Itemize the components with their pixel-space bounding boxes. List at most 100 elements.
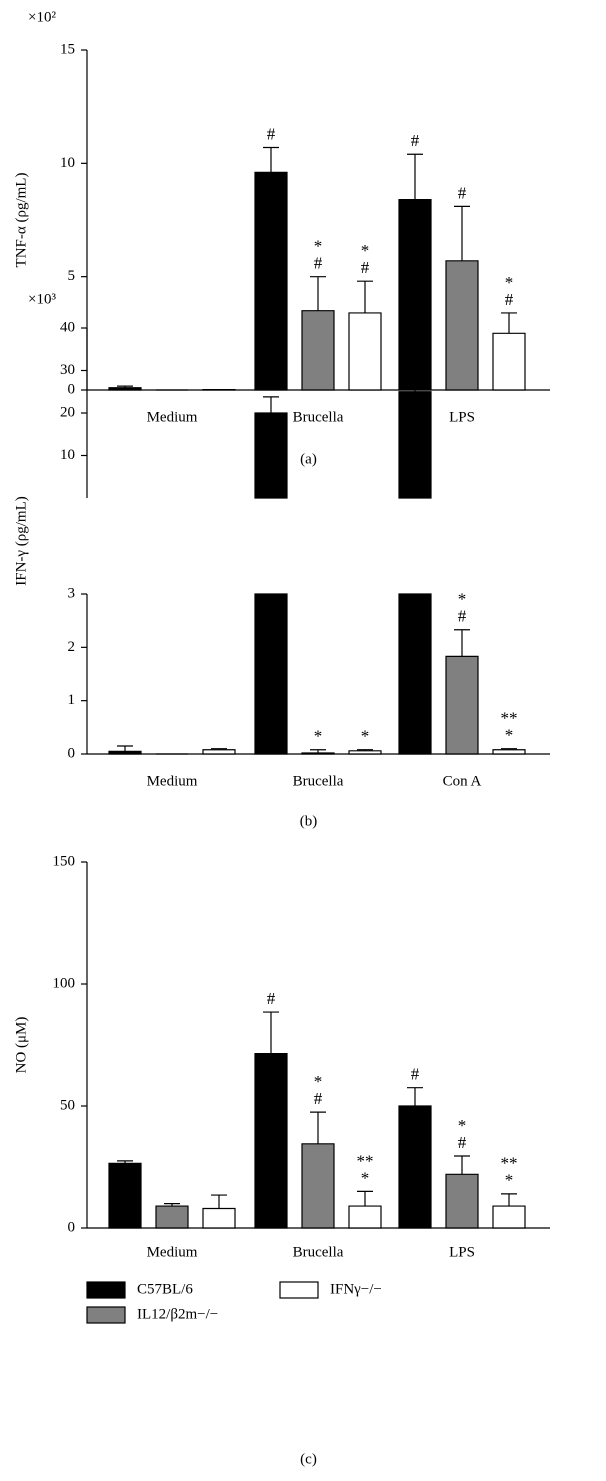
y-axis-label: NO (μM): [13, 1017, 29, 1074]
y-tick-label: 0: [68, 381, 76, 397]
x-tick-label: Brucella: [293, 1244, 344, 1260]
significance-mark: #: [361, 258, 370, 277]
significance-mark: #: [411, 346, 420, 365]
significance-mark: *: [505, 1171, 514, 1190]
error-bar: [164, 1203, 180, 1207]
significance-mark: #: [411, 1065, 420, 1084]
y-tick-label: 0: [68, 1219, 76, 1235]
bar: [348, 1205, 382, 1229]
y-tick-label: 5: [68, 268, 76, 284]
y-tick-label: 30: [60, 362, 75, 378]
bar: [254, 171, 288, 391]
significance-mark: *: [458, 1116, 467, 1135]
error-bar: [357, 280, 373, 313]
y-axis-label: TNF-α (ρg/mL): [13, 173, 29, 268]
error-bar: [117, 385, 133, 388]
y-tick-label: 1: [68, 692, 76, 708]
significance-mark: #: [314, 254, 323, 273]
error-bar: [501, 312, 517, 334]
significance-mark: *: [314, 1072, 323, 1091]
y-tick-label: 50: [60, 1097, 75, 1113]
significance-mark: *: [505, 726, 514, 745]
error-bar: [117, 1160, 133, 1164]
significance-mark: #: [267, 374, 276, 393]
bar: [155, 1205, 189, 1229]
y-tick-label: 20: [60, 404, 75, 420]
y-tick-label: 150: [53, 853, 76, 869]
significance-mark: **: [501, 1154, 518, 1173]
panel-label: (b): [300, 813, 318, 829]
y-tick-label: 0: [68, 745, 76, 761]
significance-mark: #: [267, 989, 276, 1008]
bar: [108, 1162, 142, 1229]
significance-mark: #: [314, 1089, 323, 1108]
bar: [108, 750, 142, 755]
significance-mark: #: [505, 290, 514, 309]
significance-mark: #: [458, 1133, 467, 1152]
significance-mark: *: [458, 590, 467, 609]
error-bar: [263, 1011, 279, 1054]
axis-multiplier: ×10³: [28, 291, 56, 307]
bar: [492, 1205, 526, 1229]
error-bar: [310, 1111, 326, 1144]
x-tick-label: LPS: [449, 409, 475, 425]
significance-mark: #: [458, 183, 467, 202]
error-bar: [501, 748, 517, 750]
bar: [254, 412, 288, 755]
error-bar: [501, 1193, 517, 1207]
y-tick-label: 100: [53, 975, 76, 991]
error-bar: [454, 629, 470, 657]
significance-mark: **: [501, 709, 518, 728]
x-tick-label: Medium: [147, 1244, 198, 1260]
bar: [398, 391, 432, 755]
error-bar: [454, 205, 470, 261]
legend-swatch: [86, 1281, 126, 1299]
error-bar: [454, 1155, 470, 1175]
error-bar: [407, 1087, 423, 1106]
axis-multiplier: ×10²: [28, 9, 56, 25]
error-bar: [310, 749, 326, 753]
significance-mark: *: [314, 727, 323, 746]
bar: [492, 749, 526, 755]
bar: [348, 750, 382, 755]
legend-label: IFNγ−/−: [330, 1281, 382, 1297]
error-bar: [407, 368, 423, 392]
bar: [202, 749, 236, 755]
bar: [445, 260, 479, 391]
error-bar: [263, 396, 279, 413]
bar: [398, 1105, 432, 1229]
significance-mark: #: [458, 607, 467, 626]
error-bar: [117, 745, 133, 752]
y-tick-label: 2: [68, 639, 76, 655]
x-tick-label: Con A: [443, 773, 482, 789]
error-bar: [211, 748, 227, 750]
bar: [398, 199, 432, 391]
error-bar: [310, 276, 326, 311]
bar: [492, 332, 526, 391]
bar: [445, 655, 479, 755]
x-tick-label: Brucella: [293, 773, 344, 789]
significance-mark: *: [361, 727, 370, 746]
legend-label: C57BL/6: [137, 1281, 193, 1297]
legend-swatch: [86, 1306, 126, 1324]
bar: [445, 1173, 479, 1229]
significance-mark: *: [314, 237, 323, 256]
y-tick-label: 10: [60, 447, 75, 463]
x-tick-label: Brucella: [293, 409, 344, 425]
x-tick-label: Medium: [147, 773, 198, 789]
bar: [202, 1207, 236, 1229]
bar: [348, 312, 382, 391]
error-bar: [357, 749, 373, 751]
bar: [254, 1052, 288, 1229]
x-tick-label: Medium: [147, 409, 198, 425]
error-bar: [407, 153, 423, 200]
significance-mark: **: [357, 1151, 374, 1170]
significance-mark: *: [361, 241, 370, 260]
significance-mark: #: [411, 131, 420, 150]
error-bar: [357, 1190, 373, 1207]
legend-swatch: [279, 1281, 319, 1299]
y-tick-label: 3: [68, 585, 76, 601]
y-tick-label: 40: [60, 319, 75, 335]
legend-label: IL12/β2m−/−: [137, 1306, 218, 1322]
